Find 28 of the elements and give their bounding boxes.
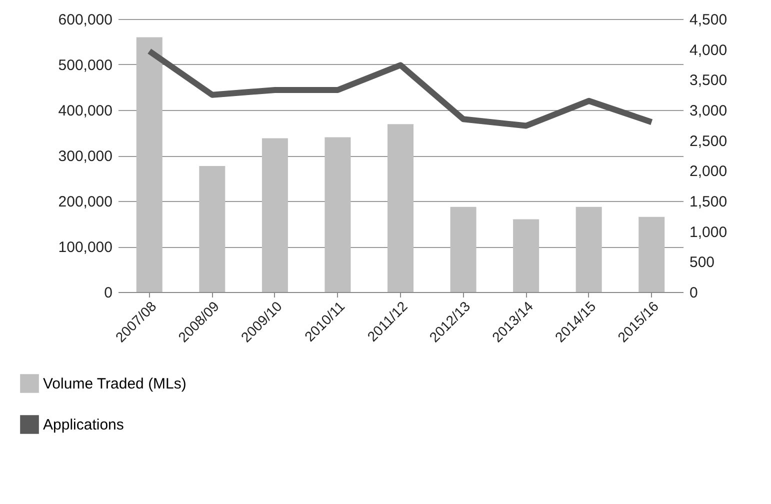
bar — [638, 216, 665, 292]
y-tick-label: 400,000 — [58, 102, 112, 120]
bar — [513, 219, 540, 292]
y2-tick-label: 3,500 — [690, 72, 728, 90]
y-tick-label: 600,000 — [58, 12, 112, 28]
bar — [262, 138, 288, 292]
bar — [450, 206, 476, 292]
y-tick-label: 300,000 — [58, 148, 112, 165]
bar — [388, 124, 414, 292]
bar — [199, 166, 226, 292]
y2-tick-label: 4,000 — [690, 42, 728, 59]
bar — [324, 137, 351, 292]
y2-tick-label: 2,500 — [690, 132, 728, 150]
bar — [136, 37, 162, 292]
legend-label: Applications — [43, 416, 124, 434]
y-tick-label: 100,000 — [58, 239, 112, 256]
y2-tick-label: 1,000 — [690, 224, 728, 241]
legend-label: Volume Traded (MLs) — [43, 376, 186, 392]
y2-tick-label: 1,500 — [690, 194, 728, 210]
y2-tick-label: 0 — [690, 284, 698, 302]
y2-tick-label: 500 — [690, 254, 715, 272]
y-tick-label: 0 — [104, 284, 112, 302]
bar — [576, 206, 602, 292]
y2-tick-label: 3,000 — [690, 102, 728, 120]
y2-tick-label: 2,000 — [690, 163, 728, 180]
y2-tick-label: 4,500 — [690, 12, 728, 28]
y-tick-label: 500,000 — [58, 57, 112, 74]
y-tick-label: 200,000 — [58, 194, 112, 210]
